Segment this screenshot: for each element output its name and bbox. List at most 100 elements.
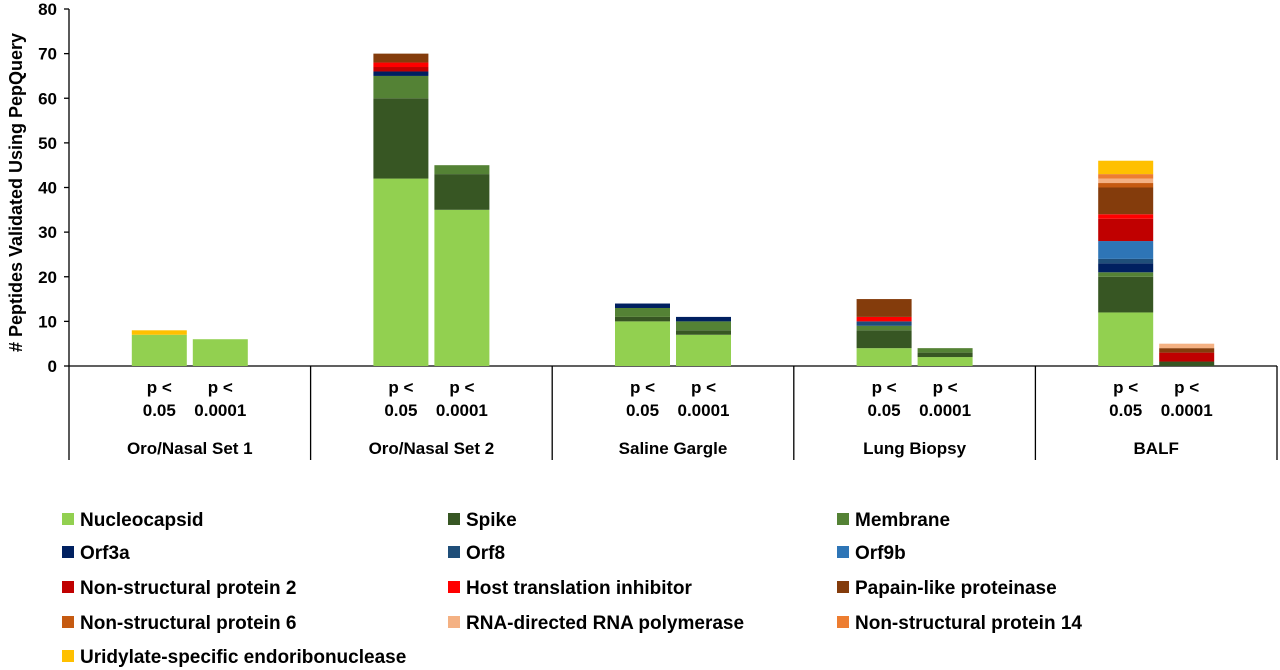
bar-segment: [1098, 178, 1154, 184]
group-label: Saline Gargle: [619, 439, 728, 458]
bar-segment: [434, 174, 490, 210]
bar-segment: [676, 330, 731, 335]
group-label: BALF: [1134, 439, 1179, 458]
bar-segment: [1159, 348, 1215, 353]
legend-label: Non-structural protein 2: [80, 578, 296, 599]
bar-segment: [856, 325, 912, 331]
bar-segment: [373, 98, 429, 179]
bar-threshold-value: 0.05: [626, 401, 659, 420]
bar-threshold-value: 0.0001: [194, 401, 246, 420]
legend-swatch: [62, 616, 74, 628]
bar-segment: [856, 348, 912, 366]
bar-threshold-value: 0.05: [384, 401, 417, 420]
legend-swatch: [837, 616, 849, 628]
bar-segment: [373, 178, 429, 366]
bar-segment: [917, 348, 973, 353]
bar-segment: [615, 303, 670, 308]
bar-segment: [1098, 312, 1154, 366]
bar-segment: [856, 316, 912, 322]
legend-swatch: [62, 650, 74, 662]
bar-segment: [1159, 352, 1215, 362]
y-tick-label: 50: [38, 134, 57, 153]
bar-segment: [1098, 218, 1154, 242]
legend-label: Papain-like proteinase: [855, 578, 1057, 599]
legend-swatch: [448, 513, 460, 525]
bar-segment: [917, 357, 973, 366]
bar-threshold-label: p <: [630, 378, 655, 397]
legend-swatch: [62, 513, 74, 525]
bar-segment: [1098, 276, 1154, 313]
bar-segment: [1098, 174, 1154, 179]
bar-segment: [373, 62, 429, 68]
bar-segment: [676, 321, 731, 331]
group-label: Lung Biopsy: [863, 439, 966, 458]
legend-label: Orf3a: [80, 543, 130, 564]
bar-threshold-label: p <: [872, 378, 897, 397]
bar-threshold-label: p <: [208, 378, 233, 397]
legend-swatch: [448, 616, 460, 628]
legend-swatch: [837, 546, 849, 558]
y-tick-label: 10: [38, 312, 57, 331]
group-label: Oro/Nasal Set 2: [369, 439, 495, 458]
bar-threshold-label: p <: [691, 378, 716, 397]
group-label: Oro/Nasal Set 1: [127, 439, 253, 458]
bar-segment: [676, 334, 731, 366]
bar-threshold-value: 0.0001: [678, 401, 730, 420]
bar-segment: [434, 165, 490, 175]
legend-label: Non-structural protein 6: [80, 613, 296, 634]
legend-label: Nucleocapsid: [80, 510, 204, 531]
y-tick-label: 70: [38, 45, 57, 64]
bar-segment: [131, 334, 187, 366]
legend-label: Spike: [466, 510, 517, 531]
bar-segment: [1098, 183, 1154, 188]
bar-threshold-label: p <: [1174, 378, 1199, 397]
legend-label: Host translation inhibitor: [466, 578, 692, 599]
bar-segment: [373, 67, 429, 72]
bar-segment: [1098, 214, 1154, 219]
legend-swatch: [62, 581, 74, 593]
y-tick-label: 0: [48, 357, 57, 376]
bar-threshold-value: 0.0001: [1161, 401, 1213, 420]
bar-threshold-label: p <: [388, 378, 413, 397]
y-tick-label: 40: [38, 179, 57, 198]
bar-segment: [917, 352, 973, 358]
bar-segment: [1159, 361, 1215, 366]
bar-segment: [373, 75, 429, 99]
bar-segment: [1098, 187, 1154, 215]
bar-threshold-label: p <: [933, 378, 958, 397]
bar-segment: [856, 330, 912, 349]
bar-segment: [434, 209, 490, 366]
bar-segment: [1159, 343, 1215, 349]
bar-threshold-value: 0.05: [143, 401, 176, 420]
bar-threshold-value: 0.0001: [436, 401, 488, 420]
bar-segment: [615, 316, 670, 322]
bar-segment: [615, 321, 670, 366]
bar-threshold-label: p <: [449, 378, 474, 397]
legend-swatch: [837, 513, 849, 525]
bar-threshold-label: p <: [147, 378, 172, 397]
bar-segment: [615, 307, 670, 317]
y-tick-label: 20: [38, 268, 57, 287]
bar-threshold-label: p <: [1113, 378, 1138, 397]
bar-segment: [1098, 258, 1154, 264]
bar-threshold-value: 0.05: [1109, 401, 1142, 420]
bar-segment: [131, 330, 187, 335]
legend-swatch: [448, 546, 460, 558]
bar-segment: [1098, 160, 1154, 175]
legend-label: Orf8: [466, 543, 505, 564]
bar-threshold-value: 0.0001: [919, 401, 971, 420]
y-tick-label: 80: [38, 0, 57, 19]
y-axis-title: # Peptides Validated Using PepQuery: [6, 33, 26, 352]
legend-label: Uridylate-specific endoribonuclease: [80, 647, 406, 668]
bar-threshold-value: 0.05: [868, 401, 901, 420]
legend-label: Membrane: [855, 510, 950, 531]
y-tick-label: 30: [38, 223, 57, 242]
bar-segment: [856, 321, 912, 326]
legend-swatch: [62, 546, 74, 558]
legend-label: RNA-directed RNA polymerase: [466, 613, 744, 634]
bar-segment: [1098, 263, 1154, 273]
legend-swatch: [448, 581, 460, 593]
bar-segment: [856, 299, 912, 317]
legend-label: Non-structural protein 14: [855, 613, 1082, 634]
